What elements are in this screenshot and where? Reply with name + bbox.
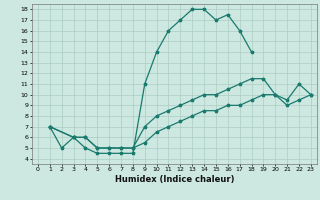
X-axis label: Humidex (Indice chaleur): Humidex (Indice chaleur) bbox=[115, 175, 234, 184]
